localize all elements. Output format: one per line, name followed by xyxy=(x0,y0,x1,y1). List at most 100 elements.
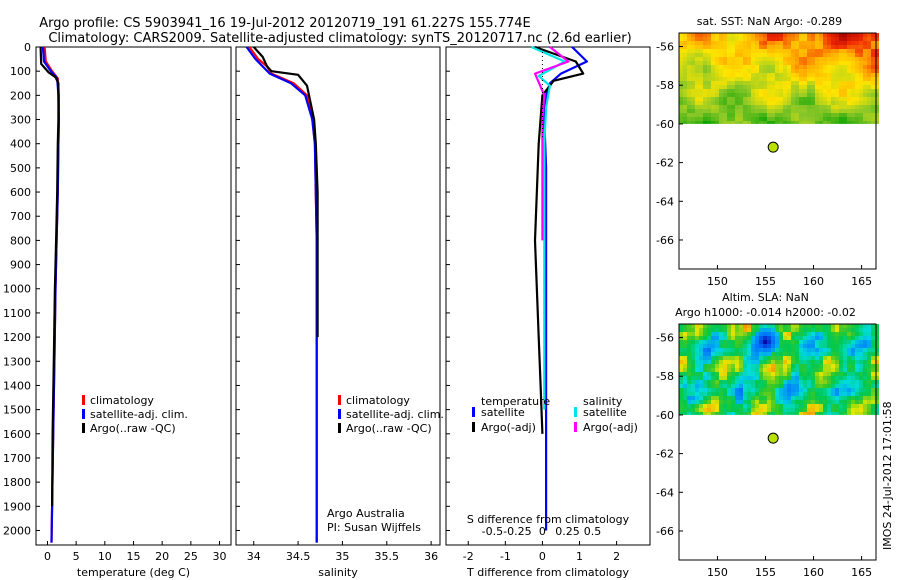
map-cell xyxy=(751,41,755,45)
map-cell xyxy=(831,105,835,109)
map-cell xyxy=(683,388,687,392)
map-cell xyxy=(723,61,727,65)
map-cell xyxy=(719,376,723,380)
map-cell xyxy=(679,328,683,332)
map-cell xyxy=(775,37,779,41)
map-cell xyxy=(755,336,759,340)
sst_map-frame xyxy=(678,32,877,270)
map-cell xyxy=(699,344,703,348)
map-cell xyxy=(679,352,683,356)
map-cell xyxy=(867,344,871,348)
legend-item: climatology xyxy=(346,394,410,407)
map-cell xyxy=(835,328,839,332)
map-cell xyxy=(847,392,851,396)
map-cell xyxy=(851,113,855,117)
map-cell xyxy=(723,412,727,415)
map-cell xyxy=(835,117,839,121)
map-cell xyxy=(787,69,791,73)
map-cell xyxy=(863,364,867,368)
map-cell xyxy=(863,400,867,404)
map-cell xyxy=(839,37,843,41)
map-cell xyxy=(771,400,775,404)
map-cell xyxy=(751,412,755,415)
map-cell xyxy=(799,332,803,336)
map-cell xyxy=(691,105,695,109)
map-cell xyxy=(787,388,791,392)
map-cell xyxy=(811,117,815,121)
map-cell xyxy=(703,344,707,348)
map-cell xyxy=(871,69,875,73)
map-cell xyxy=(711,400,715,404)
map-cell xyxy=(723,392,727,396)
map-cell xyxy=(795,93,799,97)
map-cell xyxy=(707,53,711,57)
map-cell xyxy=(747,364,751,368)
map-cell xyxy=(699,408,703,412)
map-cell xyxy=(779,105,783,109)
map-cell xyxy=(679,332,683,336)
map-cell xyxy=(799,73,803,77)
map-cell xyxy=(735,344,739,348)
map-cell xyxy=(739,97,743,101)
map-cell xyxy=(871,400,875,404)
map-cell xyxy=(727,412,731,415)
map-cell xyxy=(823,336,827,340)
map-cell xyxy=(783,380,787,384)
map-cell xyxy=(787,81,791,85)
map-cell xyxy=(755,368,759,372)
map-cell xyxy=(771,384,775,388)
map-cell xyxy=(735,41,739,45)
map-cell xyxy=(759,93,763,97)
map-cell xyxy=(687,113,691,117)
map-cell xyxy=(851,400,855,404)
map-cell xyxy=(707,388,711,392)
map-cell xyxy=(859,324,863,328)
map-cell xyxy=(759,73,763,77)
map-cell xyxy=(687,364,691,368)
map-cell xyxy=(695,45,699,49)
map-cell xyxy=(719,392,723,396)
map-cell xyxy=(683,105,687,109)
map-cell xyxy=(687,340,691,344)
sla_map-color-field xyxy=(679,324,879,415)
map-cell xyxy=(719,37,723,41)
map-cell xyxy=(799,85,803,89)
map-cell xyxy=(851,117,855,121)
map-cell xyxy=(687,49,691,53)
map-cell xyxy=(767,121,771,124)
map-cell xyxy=(695,400,699,404)
map-cell xyxy=(875,37,879,41)
map-cell xyxy=(699,37,703,41)
sst_map-x-tick-label: 155 xyxy=(755,275,776,288)
map-cell xyxy=(779,41,783,45)
difference-x-tick-label: 1 xyxy=(576,550,583,563)
map-cell xyxy=(723,336,727,340)
map-cell xyxy=(771,412,775,415)
map-cell xyxy=(871,113,875,117)
map-cell xyxy=(795,336,799,340)
map-cell xyxy=(843,388,847,392)
map-cell xyxy=(755,53,759,57)
map-cell xyxy=(855,41,859,45)
map-cell xyxy=(703,408,707,412)
map-cell xyxy=(863,105,867,109)
difference-x-tick-label: -2 xyxy=(463,550,474,563)
map-cell xyxy=(831,77,835,81)
map-cell xyxy=(851,105,855,109)
map-cell xyxy=(763,33,767,37)
map-cell xyxy=(787,85,791,89)
map-cell xyxy=(791,348,795,352)
map-cell xyxy=(739,368,743,372)
map-cell xyxy=(727,57,731,61)
map-cell xyxy=(743,57,747,61)
map-cell xyxy=(795,61,799,65)
map-cell xyxy=(743,121,747,124)
map-cell xyxy=(699,388,703,392)
map-cell xyxy=(699,340,703,344)
map-cell xyxy=(735,408,739,412)
map-cell xyxy=(719,121,723,124)
map-cell xyxy=(739,105,743,109)
map-cell xyxy=(735,49,739,53)
map-cell xyxy=(799,352,803,356)
